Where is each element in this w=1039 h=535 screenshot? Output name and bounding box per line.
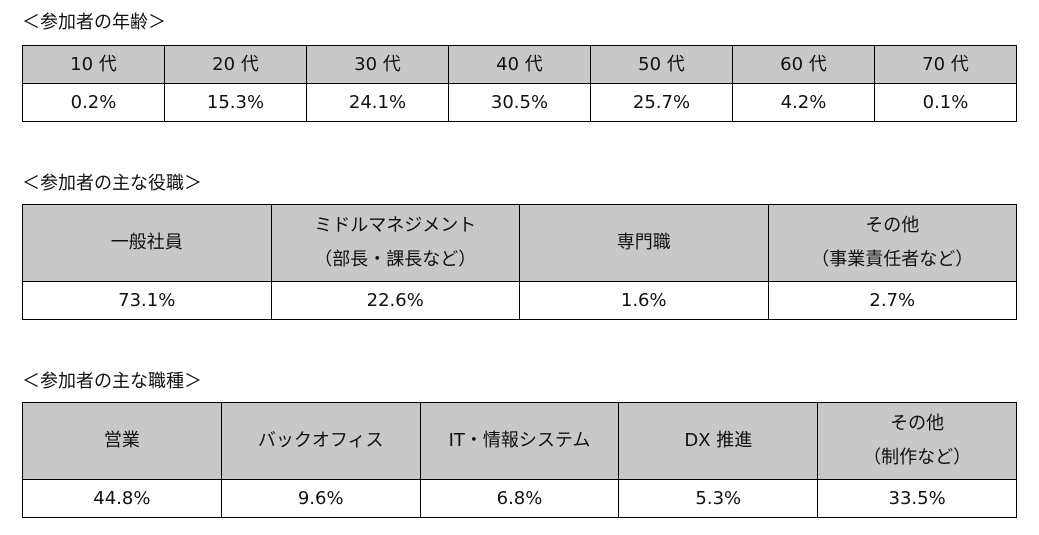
role-header-middle-management-label: ミドルマネジメント (314, 215, 477, 236)
job-value-it: 6.8% (419, 479, 620, 518)
job-header-sales: 営業 (22, 402, 222, 480)
role-value-other: 2.7% (767, 281, 1017, 320)
age-value-row: 0.2% 15.3% 24.1% 30.5% 25.7% 4.2% 0.1% (22, 83, 1017, 122)
role-header-specialist-label: 専門職 (616, 232, 671, 253)
age-header-30s: 30 代 (306, 45, 449, 84)
age-value-50s: 25.7% (590, 83, 733, 122)
age-value-20s: 15.3% (164, 83, 307, 122)
job-header-it: IT・情報システム (419, 402, 620, 480)
job-value-dx: 5.3% (618, 479, 819, 518)
age-value-30s: 24.1% (306, 83, 449, 122)
job-header-dx-label: DX 推進 (684, 430, 753, 451)
job-header-other-label: その他 (890, 413, 945, 434)
age-value-10s: 0.2% (22, 83, 165, 122)
age-value-40s: 30.5% (448, 83, 591, 122)
age-value-70s: 0.1% (874, 83, 1017, 122)
age-table: 10 代 20 代 30 代 40 代 50 代 60 代 70 代 0.2% … (22, 45, 1017, 122)
role-header-other-note: （事業責任者など） (811, 249, 974, 270)
age-section-title: ＜参加者の年齢＞ (22, 12, 166, 33)
job-header-it-label: IT・情報システム (448, 430, 591, 451)
age-header-70s: 70 代 (874, 45, 1017, 84)
role-header-specialist: 専門職 (519, 204, 769, 282)
job-value-other: 33.5% (817, 479, 1017, 518)
role-header-other: その他 （事業責任者など） (767, 204, 1017, 282)
job-value-sales: 44.8% (22, 479, 222, 518)
job-header-back-office: バックオフィス (220, 402, 421, 480)
role-value-row: 73.1% 22.6% 1.6% 2.7% (22, 281, 1017, 320)
job-header-other: その他 （制作など） (817, 402, 1017, 480)
role-header-general-staff-label: 一般社員 (110, 232, 183, 253)
role-header-row: 一般社員 ミドルマネジメント （部長・課長など） 専門職 その他 （事業責任者な… (22, 204, 1017, 282)
age-header-60s: 60 代 (732, 45, 875, 84)
role-header-middle-management-note: （部長・課長など） (314, 249, 477, 270)
age-header-20s: 20 代 (164, 45, 307, 84)
role-header-general-staff: 一般社員 (22, 204, 272, 282)
job-header-row: 営業 バックオフィス IT・情報システム DX 推進 その他 （制作など） (22, 402, 1017, 480)
job-header-other-note: （制作など） (863, 447, 972, 468)
age-header-40s: 40 代 (448, 45, 591, 84)
role-header-middle-management: ミドルマネジメント （部長・課長など） (270, 204, 520, 282)
role-section-title: ＜参加者の主な役職＞ (22, 173, 202, 194)
job-header-dx: DX 推進 (618, 402, 819, 480)
job-section-title: ＜参加者の主な職種＞ (22, 371, 202, 392)
job-value-back-office: 9.6% (220, 479, 421, 518)
role-value-general-staff: 73.1% (22, 281, 272, 320)
age-header-row: 10 代 20 代 30 代 40 代 50 代 60 代 70 代 (22, 45, 1017, 84)
job-header-back-office-label: バックオフィス (257, 430, 384, 451)
role-header-other-label: その他 (865, 215, 920, 236)
age-header-10s: 10 代 (22, 45, 165, 84)
job-header-sales-label: 営業 (103, 430, 140, 451)
age-value-60s: 4.2% (732, 83, 875, 122)
job-value-row: 44.8% 9.6% 6.8% 5.3% 33.5% (22, 479, 1017, 518)
role-value-middle-management: 22.6% (270, 281, 520, 320)
role-table: 一般社員 ミドルマネジメント （部長・課長など） 専門職 その他 （事業責任者な… (22, 204, 1017, 320)
age-header-50s: 50 代 (590, 45, 733, 84)
job-table: 営業 バックオフィス IT・情報システム DX 推進 その他 （制作など） 44… (22, 402, 1017, 518)
role-value-specialist: 1.6% (519, 281, 769, 320)
